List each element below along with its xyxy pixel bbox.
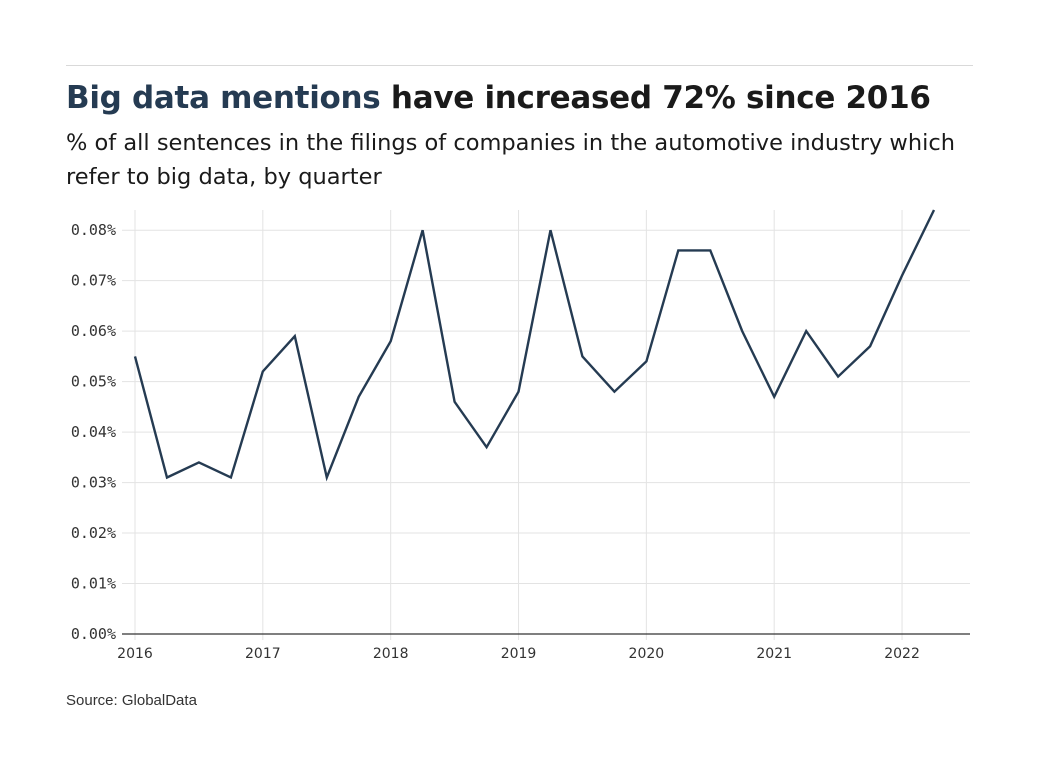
x-tick-label: 2018 (373, 646, 409, 662)
x-tick-label: 2022 (884, 646, 920, 662)
grid-layer (122, 210, 970, 640)
axis-layer: 0.00% 0.01% 0.02% 0.03% 0.04% 0.05% 0.06% 0.07%… (71, 221, 970, 662)
y-tick-label: 0.07% (71, 272, 116, 290)
title-highlight: Big data mentions (66, 80, 381, 116)
y-tick-label: 0.08% (71, 221, 116, 239)
y-tick-label: 0.00% (71, 625, 116, 643)
source-note: Source: GlobalData (66, 692, 197, 709)
x-tick-label: 2020 (629, 646, 665, 662)
y-tick-label: 0.01% (71, 575, 116, 593)
y-tick-label: 0.05% (71, 373, 116, 391)
line-chart: 0.00% 0.01% 0.02% 0.03% 0.04% 0.05% 0.06% 0.07%… (71, 209, 970, 662)
x-tick-label: 2016 (117, 646, 153, 662)
x-tick-label: 2017 (245, 646, 281, 662)
x-tick-label: 2019 (501, 646, 537, 662)
title-rest: have increased 72% since 2016 (380, 80, 931, 116)
series-line (133, 209, 936, 482)
chart-subtitle: % of all sentences in the filings of com… (66, 130, 955, 190)
chart-title: Big data mentions have increased 72% sin… (66, 80, 931, 116)
top-divider (66, 65, 973, 66)
y-tick-label: 0.02% (71, 524, 116, 542)
x-tick-label: 2021 (756, 646, 792, 662)
y-tick-label: 0.03% (71, 474, 116, 492)
y-tick-label: 0.04% (71, 423, 116, 441)
line-layer (133, 209, 936, 482)
y-tick-label: 0.06% (71, 322, 116, 340)
